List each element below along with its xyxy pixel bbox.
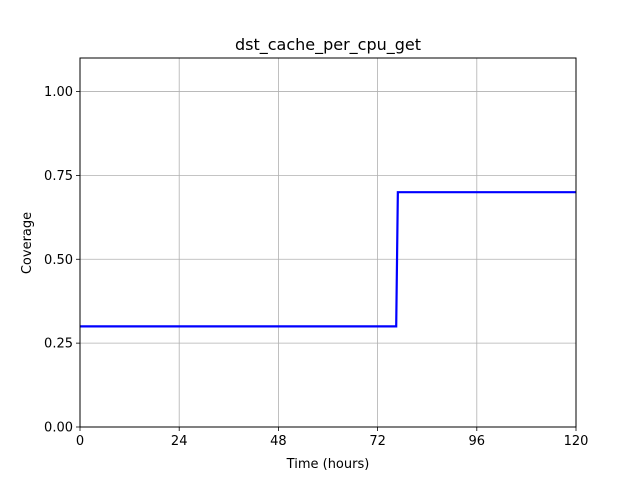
coverage-series-line: [80, 191, 576, 328]
x-axis-label: Time (hours): [286, 457, 370, 472]
x-tick-label: 24: [171, 434, 188, 449]
y-tick-label: 0.25: [44, 337, 73, 352]
x-tick-label: 96: [469, 434, 486, 449]
chart-title: dst_cache_per_cpu_get: [235, 35, 421, 55]
tick-layer: 0 24 48 72 96 120 0.00 0.25 0.50 0.75 1.00: [44, 85, 588, 449]
axes-frame: [79, 57, 577, 428]
x-tick-label: 120: [564, 434, 589, 449]
y-tick-label: 0.00: [44, 421, 73, 436]
x-tick-label: 48: [270, 434, 287, 449]
x-tick-label: 72: [369, 434, 386, 449]
y-tick-label: 0.75: [44, 169, 73, 184]
y-tick-label: 0.50: [44, 253, 73, 268]
series-layer: [80, 191, 576, 328]
x-tick-label: 0: [76, 434, 84, 449]
y-axis-label: Coverage: [20, 212, 35, 274]
y-tick-label: 1.00: [44, 85, 73, 100]
